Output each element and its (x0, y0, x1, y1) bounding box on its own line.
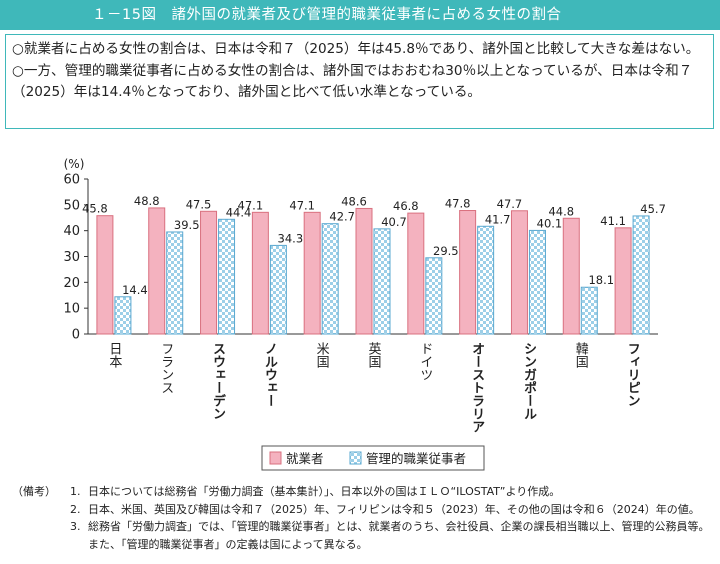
bar-employed (510, 210, 528, 335)
data-label: 47.1 (289, 198, 315, 212)
bar-employed (407, 212, 425, 335)
bar-managerial (218, 218, 236, 335)
data-label: 41.7 (485, 212, 511, 226)
legend-box (261, 445, 485, 471)
note-row: 2. 日本、米国、英国及び韓国は令和７（2025）年、フィリピンは令和５（202… (12, 501, 712, 519)
data-label: 47.8 (445, 197, 471, 211)
bar-employed (562, 217, 580, 335)
note-number: 2. (70, 502, 81, 516)
note-text: 総務省「労働力調査」では、「管理的職業従事者」とは、就業者のうち、会社役員、企業… (88, 520, 710, 551)
data-label: 41.1 (600, 214, 626, 228)
legend-label: 管理的職業従事者 (366, 451, 466, 466)
x-tick-label: スウェーデン (210, 342, 225, 420)
note-text: 日本については総務省「労働力調査（基本集計）」、日本以外の国はＩＬＯ“ILOST… (88, 485, 561, 498)
notes-lead: （備考） (12, 485, 56, 498)
data-label: 45.7 (640, 202, 666, 216)
note-number: 3. (70, 520, 81, 533)
y-tick-label: 10 (63, 302, 80, 317)
bar-managerial (425, 257, 443, 335)
y-tick-label: 50 (63, 198, 80, 213)
notes: （備考） 1. 日本については総務省「労働力調査（基本集計）」、日本以外の国はＩ… (12, 483, 712, 553)
note-text: 日本、米国、英国及び韓国は令和７（2025）年、フィリピンは令和５（2023）年… (88, 502, 700, 516)
bar-employed (459, 210, 477, 335)
bar-managerial (528, 229, 546, 335)
bar-managerial (373, 228, 391, 335)
data-label: 40.7 (381, 215, 407, 229)
bar-employed (200, 210, 218, 335)
data-label: 14.4 (122, 283, 148, 297)
bar-managerial (269, 244, 287, 335)
y-tick-label: 60 (63, 173, 80, 188)
x-tick-label: フランス (158, 342, 173, 394)
bar-managerial (114, 296, 132, 335)
data-label: 46.8 (393, 199, 419, 213)
y-tick-label: 40 (63, 224, 80, 239)
data-label: 47.7 (497, 197, 523, 211)
legend-label: 就業者 (286, 451, 324, 466)
x-tick-label: ドイツ (417, 342, 432, 381)
bar-employed (303, 211, 321, 335)
x-tick-label: 英国 (366, 342, 382, 368)
x-tick-label: 韓国 (573, 342, 589, 368)
figure-title: １－15図 諸外国の就業者及び管理的職業従事者に占める女性の割合 (0, 0, 720, 30)
x-tick-label: 日本 (106, 342, 122, 368)
x-tick-label: ノルウェー (262, 342, 278, 407)
summary-box: ○就業者に占める女性の割合は、日本は令和７（2025）年は45.8％であり、諸外… (5, 34, 714, 129)
data-label: 48.6 (341, 194, 367, 208)
y-tick-label: 30 (63, 250, 80, 265)
bar-managerial (632, 215, 650, 335)
data-label: 48.8 (134, 194, 160, 208)
bar-employed (96, 215, 114, 335)
summary-line-1: ○就業者に占める女性の割合は、日本は令和７（2025）年は45.8％であり、諸外… (12, 41, 700, 57)
data-label: 44.4 (226, 205, 252, 219)
data-label: 47.5 (186, 197, 212, 211)
data-label: 29.5 (433, 244, 459, 258)
x-tick-label: 米国 (314, 342, 330, 368)
data-label: 39.5 (174, 218, 200, 232)
note-row: 3. 総務省「労働力調査」では、「管理的職業従事者」とは、就業者のうち、会社役員… (12, 518, 712, 553)
x-tick-label: オーストラリア (469, 342, 485, 433)
bar-employed (355, 207, 373, 335)
x-tick-label: シンガポール (521, 342, 537, 420)
data-label: 45.8 (82, 202, 108, 216)
data-label: 44.8 (548, 204, 574, 218)
data-label: 18.1 (588, 273, 614, 287)
bar-managerial (477, 225, 495, 335)
data-label: 40.1 (537, 216, 563, 230)
bar-employed (148, 207, 166, 335)
bar-employed (251, 211, 269, 335)
y-axis-label: (%) (64, 157, 85, 171)
bar-managerial (580, 286, 598, 335)
data-label: 34.3 (278, 231, 304, 245)
data-label: 47.1 (238, 198, 264, 212)
legend-swatch-managerial (349, 451, 362, 465)
x-tick-label: フィリピン (625, 342, 640, 407)
bar-managerial (166, 231, 184, 335)
y-tick-label: 0 (72, 328, 80, 343)
y-tick-label: 20 (63, 276, 80, 291)
legend-swatch-employed (269, 451, 282, 465)
bar-employed (614, 227, 632, 335)
note-number: 1. (70, 485, 81, 498)
note-row: （備考） 1. 日本については総務省「労働力調査（基本集計）」、日本以外の国はＩ… (12, 483, 712, 501)
bar-managerial (321, 223, 339, 335)
summary-line-2: ○一方、管理的職業従事者に占める女性の割合は、諸外国ではおおむね30％以上となっ… (12, 62, 693, 101)
data-label: 42.7 (329, 210, 355, 224)
